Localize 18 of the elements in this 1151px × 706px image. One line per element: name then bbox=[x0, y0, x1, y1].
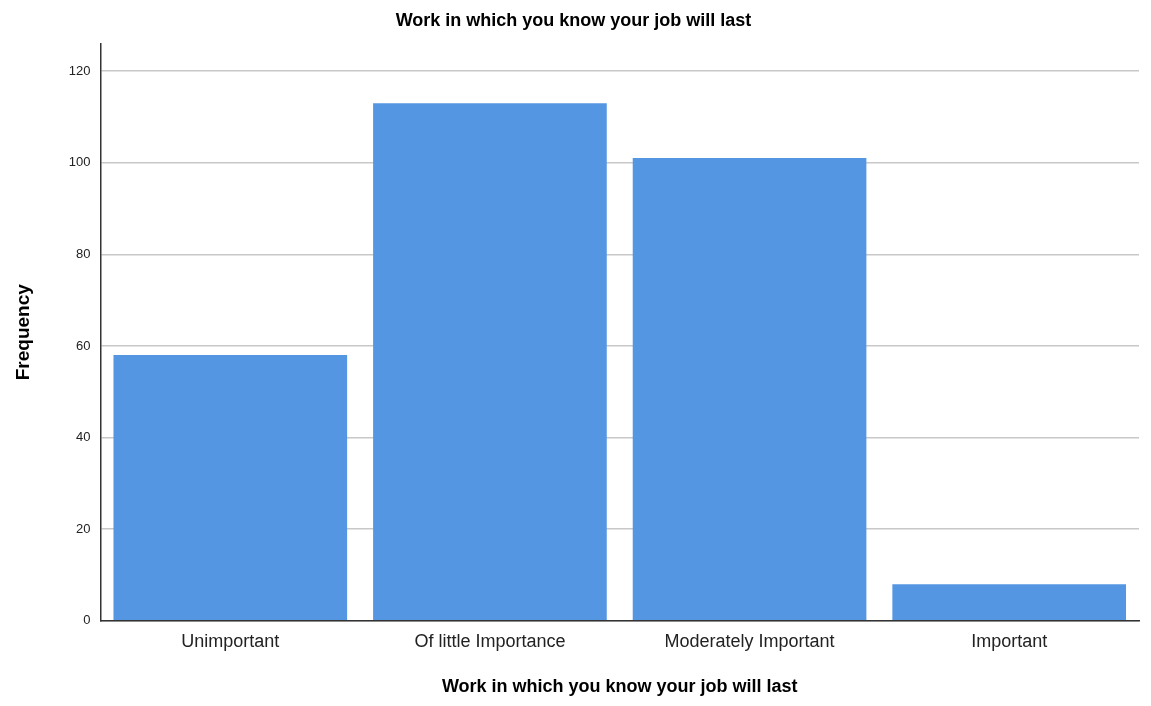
y-axis-title: Frequency bbox=[11, 283, 33, 381]
chart-title: Work in which you know your job will last bbox=[395, 9, 752, 30]
y-tick-label: 60 bbox=[76, 337, 91, 353]
x-axis-title: Work in which you know your job will last bbox=[441, 676, 798, 697]
bar bbox=[373, 103, 607, 621]
bar bbox=[632, 158, 867, 621]
y-tick-label: 20 bbox=[76, 520, 91, 536]
x-tick-label: Important bbox=[971, 630, 1048, 651]
x-tick-label: Unimportant bbox=[181, 630, 280, 651]
x-tick-label: Moderately Important bbox=[664, 630, 835, 651]
y-tick-label: 100 bbox=[68, 154, 91, 170]
bar bbox=[892, 584, 1127, 621]
y-tick-label: 40 bbox=[76, 429, 91, 445]
y-tick-label: 80 bbox=[76, 245, 91, 261]
y-tick-label: 0 bbox=[83, 612, 91, 628]
bar bbox=[113, 355, 348, 621]
x-tick-label: Of little Importance bbox=[414, 630, 566, 651]
y-tick-label: 120 bbox=[68, 62, 91, 78]
